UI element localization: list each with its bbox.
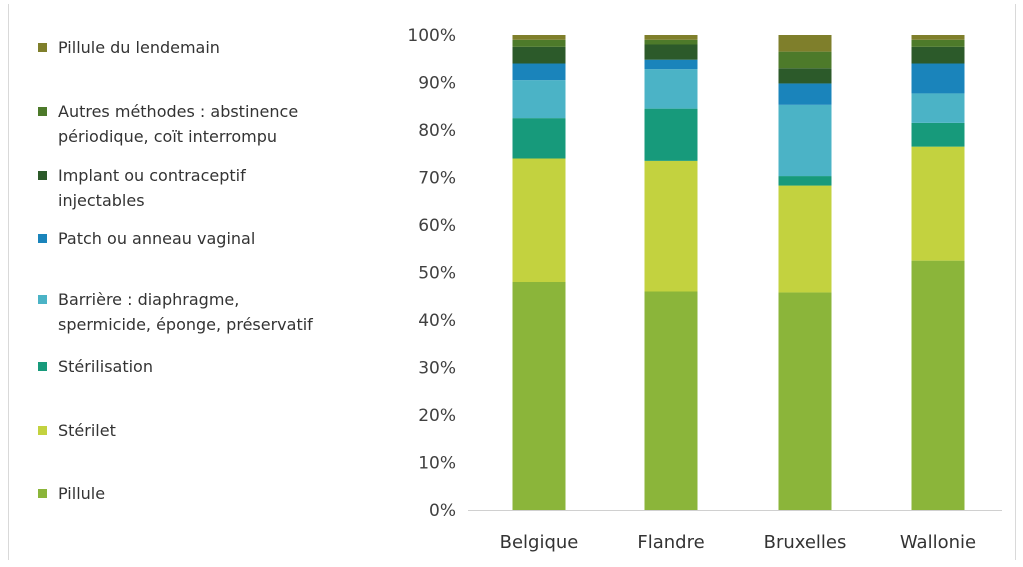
- bar-segment: [644, 291, 698, 510]
- x-category-label: Bruxelles: [764, 532, 847, 553]
- bar-segment: [778, 104, 832, 177]
- legend-label: spermicide, éponge, préservatif: [58, 315, 313, 334]
- bar-segment: [512, 80, 566, 119]
- y-tick-label: 80%: [418, 121, 456, 141]
- bar-segment: [778, 51, 832, 69]
- y-tick-label: 0%: [429, 501, 456, 521]
- bar-segment: [911, 63, 965, 94]
- legend-swatch: [38, 107, 47, 116]
- bar-segment: [911, 260, 965, 510]
- bar-segment: [778, 68, 832, 84]
- y-tick-label: 60%: [418, 216, 456, 236]
- x-category-label: Flandre: [637, 532, 704, 553]
- legend-label: Stérilisation: [58, 357, 153, 376]
- chart-frame: [8, 4, 1016, 560]
- y-tick-label: 10%: [418, 454, 456, 474]
- legend-label: périodique, coït interrompu: [58, 127, 277, 146]
- bar-segment: [512, 118, 566, 159]
- bar-segment: [512, 35, 566, 40]
- y-tick-label: 100%: [407, 26, 456, 46]
- y-tick-label: 70%: [418, 169, 456, 189]
- legend-label: Pillule du lendemain: [58, 38, 220, 57]
- bar-segment: [778, 292, 832, 510]
- legend-label: Barrière : diaphragme,: [58, 290, 239, 309]
- bar-segment: [512, 282, 566, 510]
- legend-swatch: [38, 426, 47, 435]
- y-tick-label: 30%: [418, 359, 456, 379]
- y-tick-label: 40%: [418, 311, 456, 331]
- legend-swatch: [38, 43, 47, 52]
- legend-swatch: [38, 234, 47, 243]
- legend-label: Implant ou contraceptif: [58, 166, 246, 185]
- legend-label: Stérilet: [58, 421, 116, 440]
- bar-segment: [911, 35, 965, 40]
- bar-segment: [911, 39, 965, 47]
- legend-label: Pillule: [58, 484, 105, 503]
- bar-segment: [644, 108, 698, 161]
- legend-swatch: [38, 362, 47, 371]
- legend-swatch: [38, 295, 47, 304]
- legend-label: injectables: [58, 191, 145, 210]
- x-category-label: Wallonie: [900, 532, 976, 553]
- legend-swatch: [38, 171, 47, 180]
- bar-segment: [911, 93, 965, 123]
- bar-segment: [778, 176, 832, 186]
- bar-segment: [911, 146, 965, 261]
- legend-label: Patch ou anneau vaginal: [58, 229, 255, 248]
- bar-segment: [778, 35, 832, 52]
- bar-segment: [778, 185, 832, 293]
- bar-segment: [644, 59, 698, 70]
- bar-segment: [512, 158, 566, 282]
- y-tick-label: 90%: [418, 74, 456, 94]
- bar-segment: [911, 122, 965, 147]
- bar-segment: [644, 69, 698, 109]
- legend-label: Autres méthodes : abstinence: [58, 102, 298, 121]
- bar-segment: [644, 39, 698, 45]
- bar-segment: [512, 39, 566, 47]
- bar-segment: [644, 35, 698, 40]
- y-tick-label: 20%: [418, 406, 456, 426]
- bar-segment: [644, 160, 698, 292]
- x-category-label: Belgique: [500, 532, 579, 553]
- bar-segment: [911, 46, 965, 64]
- legend-swatch: [38, 489, 47, 498]
- bar-segment: [778, 83, 832, 105]
- bar-segment: [512, 46, 566, 64]
- bar-segment: [512, 63, 566, 81]
- y-tick-label: 50%: [418, 264, 456, 284]
- bar-segment: [644, 44, 698, 60]
